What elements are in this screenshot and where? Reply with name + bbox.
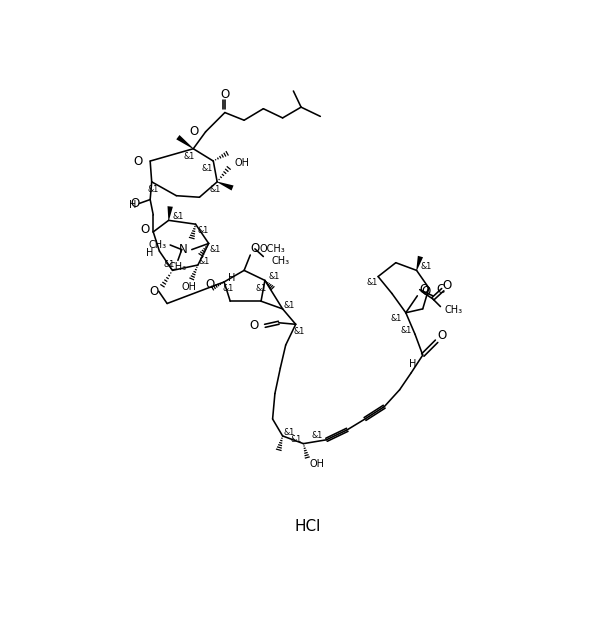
Text: H: H (146, 247, 153, 258)
Text: H: H (409, 359, 417, 370)
Text: O: O (190, 125, 199, 138)
Text: CH₃: CH₃ (444, 305, 462, 315)
Text: O: O (437, 329, 447, 342)
Text: O: O (420, 283, 429, 296)
Polygon shape (176, 135, 194, 149)
Text: &1: &1 (283, 428, 294, 437)
Text: C: C (437, 283, 445, 296)
Text: N: N (178, 243, 187, 256)
Text: &1: &1 (210, 185, 221, 194)
Text: &1: &1 (420, 262, 431, 271)
Text: &1: &1 (163, 260, 174, 269)
Text: O: O (249, 320, 259, 333)
Text: &1: &1 (172, 212, 184, 221)
Text: &1: &1 (367, 278, 377, 287)
Text: &1: &1 (148, 185, 159, 194)
Text: CH₃: CH₃ (169, 262, 187, 271)
Polygon shape (217, 181, 234, 191)
Polygon shape (167, 206, 173, 220)
Text: H: H (228, 273, 235, 283)
Text: O: O (206, 278, 215, 291)
Text: HCl: HCl (294, 518, 321, 534)
Text: &1: &1 (222, 284, 234, 292)
Text: &1: &1 (290, 435, 301, 444)
Text: &1: &1 (184, 152, 195, 161)
Text: O: O (140, 223, 150, 236)
Text: O: O (421, 284, 431, 297)
Text: O: O (250, 242, 260, 255)
Text: &1: &1 (391, 315, 402, 323)
Text: &1: &1 (198, 226, 209, 235)
Text: CH₃: CH₃ (148, 240, 166, 250)
Text: OH: OH (310, 460, 325, 470)
Text: &1: &1 (209, 245, 221, 254)
Text: O: O (133, 154, 142, 168)
Text: O: O (220, 88, 230, 101)
Text: CH₃: CH₃ (271, 256, 289, 266)
Text: O: O (130, 197, 139, 210)
Text: O: O (150, 284, 158, 297)
Text: OH: OH (181, 281, 196, 292)
Text: &1: &1 (202, 164, 213, 173)
Text: &1: &1 (312, 431, 323, 441)
Text: OH: OH (234, 157, 249, 168)
Text: &1: &1 (283, 300, 294, 310)
Text: &1: &1 (199, 257, 210, 266)
Text: OCH₃: OCH₃ (260, 244, 285, 254)
Text: &1: &1 (255, 284, 267, 292)
Text: &1: &1 (400, 326, 411, 335)
Text: &1: &1 (269, 272, 280, 281)
Polygon shape (416, 256, 423, 270)
Text: O: O (442, 280, 451, 292)
Text: H: H (129, 200, 136, 210)
Text: &1: &1 (294, 328, 305, 336)
